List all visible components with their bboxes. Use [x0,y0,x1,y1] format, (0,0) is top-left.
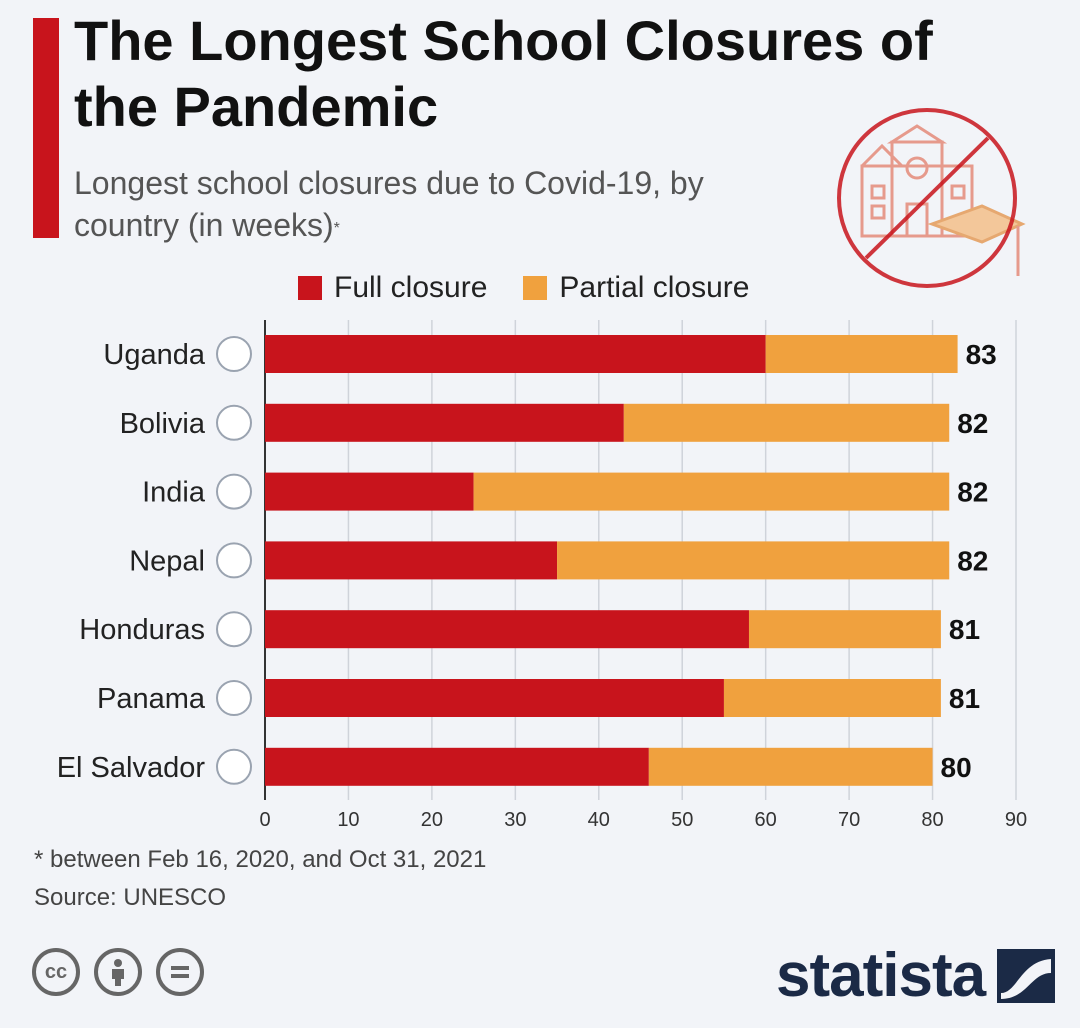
category-label: El Salvador [57,752,206,784]
flag-icon-panama [216,680,252,716]
license-icons: cc [32,948,218,996]
no-derivatives-icon[interactable] [156,948,204,996]
x-tick-label-80: 80 [921,809,943,831]
x-tick-label-20: 20 [421,809,443,831]
statista-mark-icon [997,948,1056,1003]
accent-bar [33,18,59,238]
statista-logo[interactable]: statista [776,940,1056,1011]
flag-icon-bolivia [216,404,252,441]
data-label-total: 83 [966,339,997,370]
bar-full-honduras [265,610,749,649]
bar-full-nepal [265,541,558,580]
creative-commons-icon[interactable]: cc [32,948,80,996]
bar-full-india [265,472,474,511]
flag-icon-honduras [216,611,252,648]
bar-full-panama [265,679,724,717]
school-closed-icon [837,108,1026,288]
bar-partial-panama [723,679,941,717]
brand-name: statista [776,941,986,1010]
legend-swatch-full [298,276,322,300]
bar-partial-bolivia [623,403,950,442]
data-label-total: 82 [957,477,988,508]
source-note: Source: UNESCO [34,884,227,911]
category-label: Nepal [129,545,205,577]
bar-chart: 0 10 20 30 40 50 60 70 80 90 83 Uganda 82 Bolivia 82 In… [57,320,1027,831]
legend-item-partial: Partial closure [523,271,749,305]
flag-icon-india [216,473,252,510]
chart-subtitle: Longest school closures due to Covid-19,… [74,162,794,246]
bar-full-el-salvador [265,747,649,786]
bar-full-bolivia [265,403,624,442]
attribution-icon[interactable] [94,948,142,996]
data-label-total: 80 [941,752,972,783]
x-tick-label-0: 0 [259,809,270,831]
category-label: India [142,477,206,509]
x-tick-label-60: 60 [755,809,777,831]
x-tick-label-40: 40 [588,809,610,831]
bar-partial-honduras [748,610,941,649]
flag-icon-el-salvador [216,748,252,785]
legend: Full closure Partial closure [298,268,785,308]
data-label-total: 82 [957,408,988,439]
x-tick-label-90: 90 [1005,809,1027,831]
chart-title: The Longest School Closures of the Pande… [74,9,933,138]
data-label-total: 81 [949,683,980,714]
subtitle-footnote-mark: * [333,220,340,237]
legend-label-full: Full closure [334,271,488,304]
footnote: * between Feb 16, 2020, and Oct 31, 2021 [34,846,487,873]
subtitle-text: Longest school closures due to Covid-19,… [74,165,704,243]
bar-full-uganda [265,335,766,373]
category-label: Panama [97,683,206,715]
bar-partial-nepal [557,541,950,580]
category-label: Uganda [103,339,205,371]
category-label: Honduras [79,614,205,646]
bar-partial-uganda [765,335,958,373]
data-label-total: 82 [957,545,988,576]
flag-icon-uganda [216,336,252,372]
legend-item-full: Full closure [298,271,487,305]
category-label: Bolivia [120,408,206,440]
data-label-total: 81 [949,614,980,645]
x-tick-label-50: 50 [671,809,693,831]
bar-partial-india [473,472,950,511]
bar-partial-el-salvador [648,747,933,786]
x-tick-label-10: 10 [337,809,359,831]
flag-icon-nepal [216,542,252,579]
legend-swatch-partial [523,276,548,300]
x-tick-label-30: 30 [504,809,526,831]
x-tick-label-70: 70 [838,809,860,831]
legend-label-partial: Partial closure [559,271,750,304]
